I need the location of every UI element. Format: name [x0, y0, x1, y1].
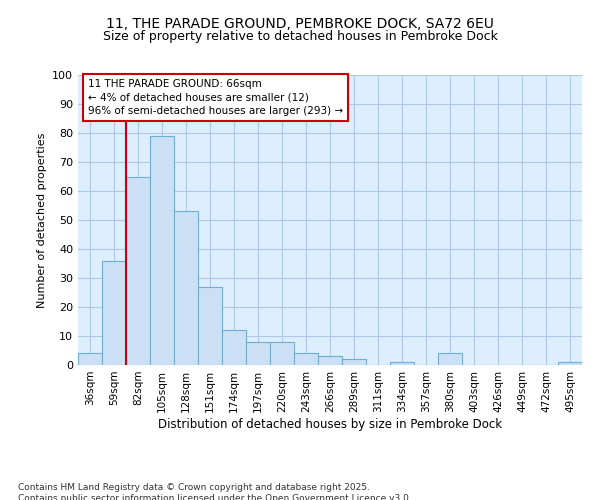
Y-axis label: Number of detached properties: Number of detached properties	[37, 132, 47, 308]
Bar	[150, 136, 174, 365]
Bar	[342, 359, 366, 365]
Bar	[318, 356, 342, 365]
Bar	[126, 176, 150, 365]
Bar	[174, 212, 198, 365]
Bar	[102, 260, 126, 365]
X-axis label: Distribution of detached houses by size in Pembroke Dock: Distribution of detached houses by size …	[158, 418, 502, 430]
Bar	[558, 362, 582, 365]
Bar	[222, 330, 246, 365]
Bar	[246, 342, 270, 365]
Bar	[270, 342, 294, 365]
Bar	[438, 354, 462, 365]
Bar	[390, 362, 414, 365]
Text: Size of property relative to detached houses in Pembroke Dock: Size of property relative to detached ho…	[103, 30, 497, 43]
Text: 11, THE PARADE GROUND, PEMBROKE DOCK, SA72 6EU: 11, THE PARADE GROUND, PEMBROKE DOCK, SA…	[106, 18, 494, 32]
Text: 11 THE PARADE GROUND: 66sqm
← 4% of detached houses are smaller (12)
96% of semi: 11 THE PARADE GROUND: 66sqm ← 4% of deta…	[88, 80, 343, 116]
Bar	[78, 354, 102, 365]
Bar	[294, 354, 318, 365]
Bar	[198, 286, 222, 365]
Text: Contains HM Land Registry data © Crown copyright and database right 2025.
Contai: Contains HM Land Registry data © Crown c…	[18, 482, 412, 500]
